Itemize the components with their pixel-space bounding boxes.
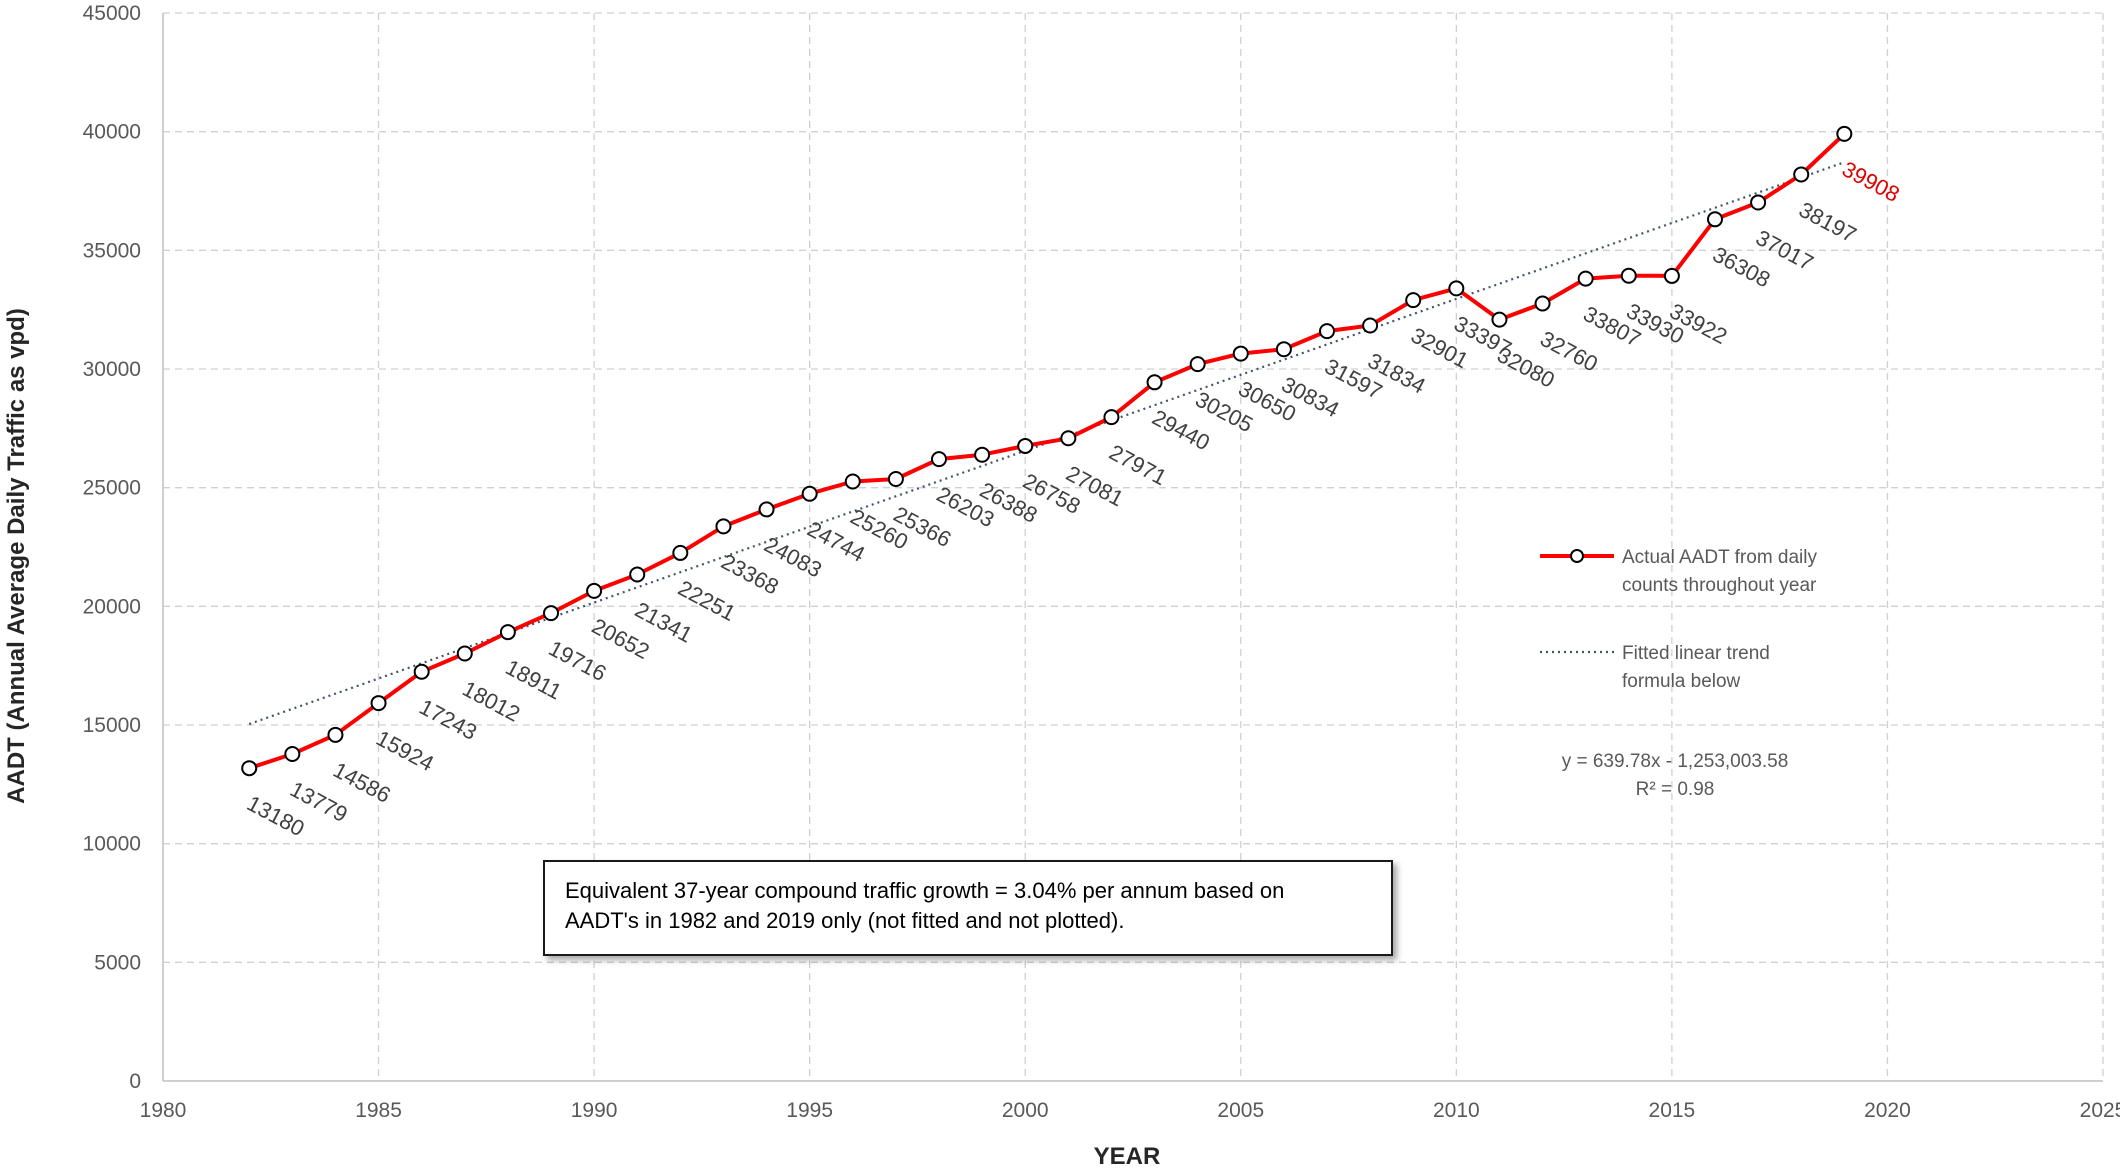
y-tick-label: 20000: [83, 595, 141, 618]
x-axis-title: YEAR: [1094, 1143, 1161, 1168]
y-axis-title: AADT (Annual Average Daily Traffic as vp…: [3, 308, 30, 804]
aadt-point: [974, 446, 991, 463]
aadt-point: [241, 760, 258, 777]
aadt-point: [1146, 374, 1163, 391]
data-label: 15924: [372, 725, 438, 776]
y-tick-label: 35000: [83, 239, 141, 262]
aadt-point: [715, 518, 732, 535]
growth-note-line-1: Equivalent 37-year compound traffic grow…: [565, 878, 1285, 903]
x-tick-label: 1980: [140, 1099, 187, 1122]
aadt-point: [844, 473, 861, 490]
data-labels-group: 1318013779145861592417243180121891119716…: [243, 156, 1904, 841]
axes: 0 5000 10000 15000 20000 25000 30000 35000 40000…: [83, 2, 2120, 1122]
r-squared-label: R² = 0.98: [1636, 779, 1715, 800]
aadt-point: [586, 582, 603, 599]
aadt-point: [413, 663, 430, 680]
y-tick-label: 40000: [83, 121, 141, 144]
y-tick-label: 5000: [94, 951, 141, 974]
legend-actual-label: counts throughout year: [1622, 575, 1817, 596]
aadt-point: [1663, 267, 1680, 284]
data-label: 38197: [1795, 197, 1861, 248]
aadt-point: [370, 695, 387, 712]
aadt-point: [284, 745, 301, 762]
legend-actual-label: Actual AADT from daily: [1622, 547, 1818, 568]
x-tick-label: 2020: [1864, 1099, 1911, 1122]
aadt-point: [1448, 280, 1465, 297]
aadt-point: [1491, 311, 1508, 328]
aadt-point: [1189, 356, 1206, 373]
x-tick-label: 1995: [786, 1099, 833, 1122]
aadt-point: [456, 645, 473, 662]
growth-note-box: Equivalent 37-year compound traffic grow…: [543, 860, 1393, 956]
aadt-point: [758, 501, 775, 518]
aadt-point: [1017, 437, 1034, 454]
aadt-point: [801, 485, 818, 502]
aadt-point: [672, 544, 689, 561]
aadt-point: [543, 605, 559, 622]
legend-trend-label: Fitted linear trend: [1622, 643, 1770, 664]
x-tick-label: 2015: [1649, 1099, 1696, 1122]
aadt-point: [1362, 317, 1379, 334]
aadt-point: [1620, 267, 1637, 284]
aadt-point: [931, 451, 947, 468]
growth-note-line-2: AADT's in 1982 and 2019 only (not fitted…: [565, 908, 1125, 933]
x-tick-label: 1985: [355, 1099, 402, 1122]
aadt-point: [1319, 323, 1335, 340]
aadt-point: [1232, 345, 1249, 362]
y-tick-label: 10000: [83, 833, 141, 856]
aadt-point: [499, 624, 516, 641]
aadt-point: [1103, 409, 1120, 426]
y-tick-label: 15000: [83, 714, 141, 737]
legend-trend-label: formula below: [1622, 671, 1741, 692]
y-tick-label: 30000: [83, 358, 141, 381]
x-tick-label: 2010: [1433, 1099, 1480, 1122]
aadt-point: [1577, 270, 1594, 287]
aadt-point: [1793, 166, 1810, 183]
legend: Actual AADT from daily counts throughout …: [1540, 547, 1818, 692]
x-tick-label: 2025: [2080, 1099, 2120, 1122]
data-label: 39908: [1838, 156, 1904, 207]
aadt-series-line: [248, 132, 1846, 771]
aadt-point: [1836, 125, 1853, 142]
x-tick-label: 1990: [571, 1099, 618, 1122]
aadt-point: [629, 566, 646, 583]
x-tick-label: 2005: [1217, 1099, 1264, 1122]
aadt-point: [1275, 341, 1292, 358]
aadt-point: [1534, 295, 1551, 312]
y-tick-label: 25000: [83, 477, 141, 500]
aadt-point: [1707, 211, 1723, 228]
aadt-point: [1060, 430, 1077, 447]
aadt-point: [327, 726, 344, 743]
aadt-point: [1750, 194, 1767, 211]
trend-formula: y = 639.78x - 1,253,003.58: [1562, 751, 1789, 772]
aadt-point: [1405, 292, 1422, 309]
aadt-point: [887, 470, 904, 487]
y-tick-label: 45000: [83, 2, 141, 25]
series-group: [241, 125, 1853, 777]
y-tick-label: 0: [129, 1070, 141, 1093]
legend-actual-marker: [1570, 549, 1584, 563]
x-tick-label: 2000: [1002, 1099, 1049, 1122]
